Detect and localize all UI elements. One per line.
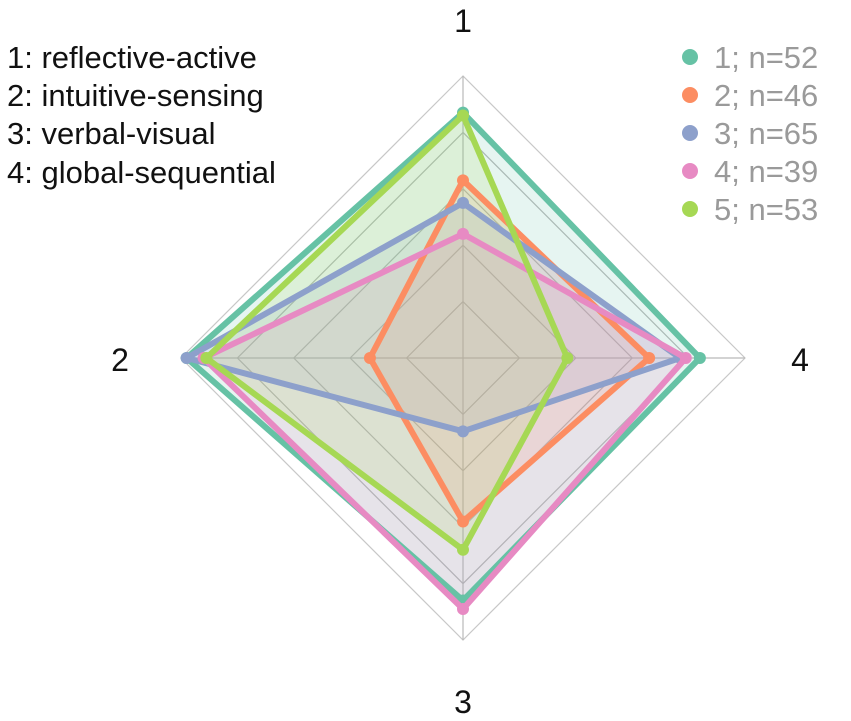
- axis-description-1: 1: reflective-active: [7, 40, 257, 75]
- legend-marker-1: [682, 49, 698, 65]
- series-4-point: [679, 352, 692, 364]
- series-5-point: [457, 543, 469, 556]
- series-2-point: [363, 352, 376, 364]
- legend-label-1: 1; n=52: [714, 40, 818, 75]
- axis-description-2: 2: intuitive-sensing: [7, 78, 264, 113]
- series-2-point: [457, 174, 469, 187]
- series-4-point: [457, 227, 469, 240]
- series-5-point: [457, 109, 469, 122]
- axis-label-left: 2: [111, 342, 129, 378]
- series-3-point: [457, 425, 469, 438]
- legend-label-5: 5; n=53: [714, 192, 818, 227]
- series-2-area: [369, 180, 650, 522]
- axis-descriptions: 1: reflective-active 2: intuitive-sensin…: [7, 40, 276, 190]
- legend: 1; n=522; n=463; n=654; n=395; n=53: [682, 40, 818, 227]
- axis-description-4: 4: global-sequential: [7, 155, 276, 190]
- axis-label-top: 1: [454, 3, 472, 39]
- series-5-point: [561, 352, 574, 364]
- series-2-point: [643, 352, 656, 364]
- series-1-point: [693, 352, 706, 364]
- series-1-area: [186, 112, 700, 601]
- legend-label-2: 2; n=46: [714, 78, 818, 113]
- series-2-point: [457, 515, 469, 528]
- legend-label-4: 4; n=39: [714, 154, 818, 189]
- axis-description-3: 3: verbal-visual: [7, 116, 215, 151]
- axis-label-bottom: 3: [454, 684, 472, 720]
- legend-marker-4: [682, 163, 698, 179]
- legend-marker-2: [682, 87, 698, 103]
- radar-series: [180, 106, 706, 615]
- axis-label-right: 4: [791, 342, 809, 378]
- series-4-area: [203, 233, 686, 609]
- series-3-point: [457, 196, 469, 209]
- series-5-point: [200, 352, 213, 364]
- legend-marker-5: [682, 201, 698, 217]
- series-4-point: [457, 602, 469, 615]
- series-3-point: [180, 352, 193, 364]
- legend-marker-3: [682, 125, 698, 141]
- series-5-area: [206, 115, 568, 550]
- legend-label-3: 3; n=65: [714, 116, 818, 151]
